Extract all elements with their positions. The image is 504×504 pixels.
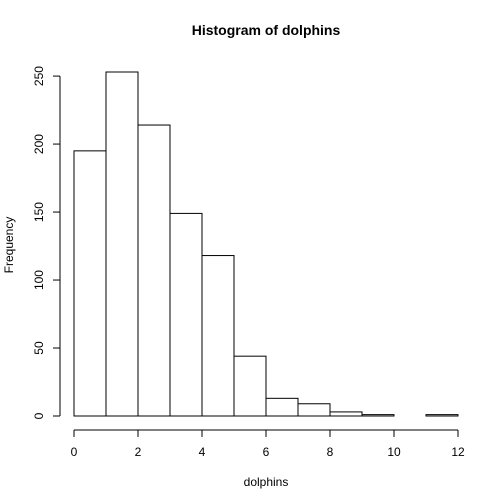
- histogram-bar: [265, 397, 299, 417]
- y-tick-label: 250: [32, 66, 46, 86]
- chart-title: Histogram of dolphins: [192, 22, 341, 38]
- histogram-bar: [425, 414, 459, 417]
- x-tick-label: 2: [135, 445, 142, 459]
- histogram-bar: [233, 355, 267, 417]
- x-tick-label: 12: [451, 445, 465, 459]
- x-tick-label: 0: [71, 445, 78, 459]
- y-tick-label: 100: [32, 270, 46, 290]
- histogram-bar: [137, 124, 171, 417]
- y-tick-label: 0: [32, 412, 46, 419]
- x-tick-label: 10: [387, 445, 401, 459]
- histogram-bar: [201, 255, 235, 417]
- y-tick-label: 150: [32, 202, 46, 222]
- x-tick-label: 8: [327, 445, 334, 459]
- y-axis: 0 50 100 150 200 250: [32, 66, 61, 419]
- y-axis-label: Frequency: [2, 217, 16, 274]
- histogram-bar: [73, 150, 107, 417]
- y-tick-label: 200: [32, 134, 46, 154]
- histogram-bar: [105, 71, 139, 417]
- y-tick-label: 50: [32, 341, 46, 355]
- x-tick-label: 6: [263, 445, 270, 459]
- x-tick-label: 4: [199, 445, 206, 459]
- histogram-bar: [329, 411, 363, 417]
- x-axis: 0 2 4 6 8 10 12: [71, 429, 465, 459]
- histogram-bar: [361, 414, 395, 417]
- x-axis-label: dolphins: [244, 475, 289, 489]
- bars-group: [73, 71, 459, 417]
- histogram-bar: [169, 212, 203, 417]
- histogram-bar: [297, 403, 331, 417]
